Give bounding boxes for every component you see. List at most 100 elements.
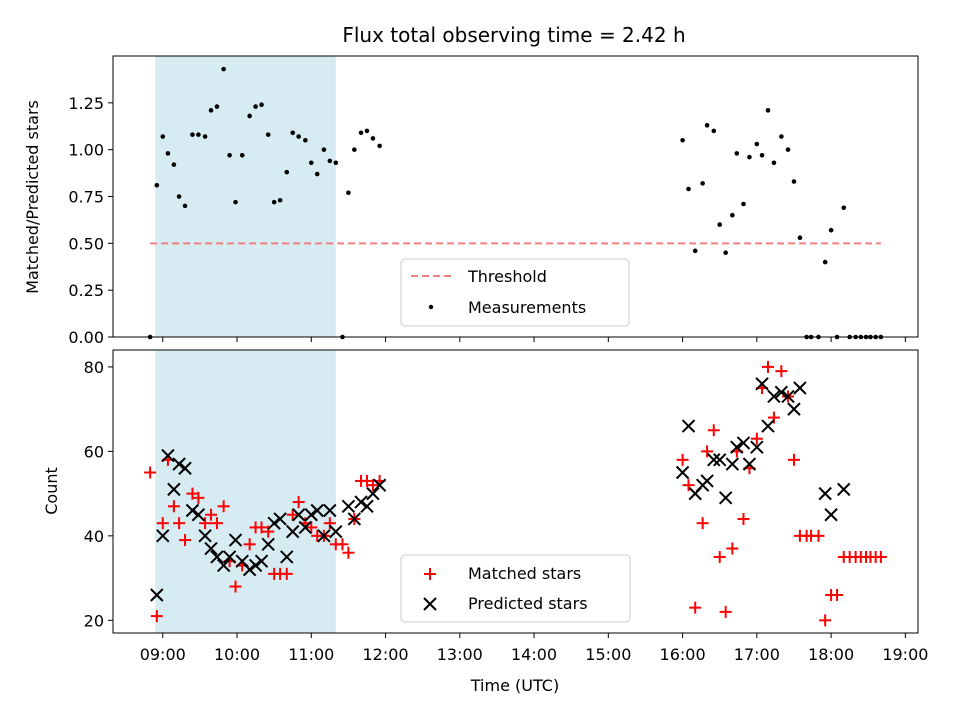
top-y-tick-label: 0.25 (68, 281, 104, 300)
matched-star-point (874, 550, 887, 563)
matched-star-point (682, 479, 695, 492)
measurement-point (765, 108, 771, 113)
matched-star-point (280, 567, 293, 580)
predicted-star-point (837, 482, 851, 497)
measurement-point (754, 141, 760, 147)
x-tick-label: 17:00 (734, 645, 780, 664)
measurement-point (358, 130, 364, 136)
measurement-point (759, 152, 765, 158)
measurement-point (723, 250, 728, 255)
matched-star-point (707, 424, 720, 437)
predicted-star-point (198, 529, 212, 543)
predicted-star-point (204, 541, 218, 556)
matched-star-point (173, 517, 186, 530)
matched-star-point (366, 479, 379, 492)
matched-star-point (713, 550, 726, 563)
measurement-point (346, 190, 351, 196)
measurement-point (190, 132, 195, 137)
bottom-y-tick-label: 40 (84, 527, 104, 546)
chart-title: Flux total observing time = 2.42 h (342, 23, 685, 47)
matched-star-point (205, 508, 218, 521)
measurement-point (284, 169, 290, 175)
matched-star-point (737, 512, 750, 525)
matched-star-point (305, 521, 318, 534)
matched-star-point (819, 614, 832, 627)
predicted-star-point (360, 499, 374, 513)
bottom-legend: Matched stars Predicted stars (400, 554, 631, 623)
predicted-star-point (761, 419, 775, 433)
predicted-star-point (681, 419, 696, 433)
predicted-star-point (172, 457, 186, 471)
predicted-star-point (767, 389, 781, 404)
measurement-point (265, 132, 271, 137)
measurement-point (717, 222, 723, 227)
x-tick-label: 16:00 (660, 645, 706, 664)
predicted-star-point (329, 524, 343, 539)
measurement-point (797, 235, 803, 241)
predicted-star-point (185, 503, 200, 518)
predicted-star-point (718, 491, 733, 505)
matched-star-point (179, 534, 192, 547)
predicted-star-point (750, 440, 764, 454)
predicted-star-point (824, 508, 838, 522)
predicted-star-point (713, 453, 727, 467)
predicted-star-point (261, 537, 275, 552)
predicted-star-point (286, 524, 300, 539)
measurement-point (741, 201, 746, 207)
matched-star-point (831, 588, 844, 601)
measurement-point (771, 160, 777, 166)
measurement-point (352, 147, 357, 152)
matched-star-point (719, 605, 732, 618)
top-y-tick-label: 0.50 (68, 234, 104, 253)
predicted-star-point (354, 495, 368, 509)
predicted-star-point (161, 448, 175, 463)
measurement-point (704, 123, 710, 128)
top-panel: 0.00 0.25 0.50 0.75 1.00 1.25 Matched/Predict… (23, 55, 919, 347)
matched-star-point (761, 360, 774, 373)
matched-star-point (750, 432, 763, 445)
measurement-point (364, 128, 370, 134)
matched-star-point (726, 542, 739, 555)
predicted-star-point (372, 478, 387, 492)
matched-star-point (696, 517, 709, 530)
predicted-star-point (317, 529, 331, 543)
measurement-point (290, 130, 296, 136)
measurement-point (730, 212, 735, 218)
legend-predicted-swatch (423, 597, 437, 611)
x-tick-label: 13:00 (437, 645, 483, 664)
measurement-point (247, 113, 252, 119)
predicted-star-point (725, 457, 740, 471)
measurement-point (233, 199, 238, 205)
measurement-point (202, 134, 208, 139)
top-legend: Threshold Measurements (400, 258, 630, 327)
predicted-star-point (267, 516, 281, 530)
measurement-point (308, 160, 314, 166)
matched-star-point (689, 601, 702, 614)
bottom-y-tick-label: 80 (84, 358, 104, 377)
predicted-star-point (167, 482, 181, 497)
predicted-star-point (730, 440, 744, 454)
predicted-star-point (675, 465, 690, 480)
predicted-star-point (818, 486, 832, 501)
measurement-point (165, 151, 171, 156)
measurement-point (253, 104, 258, 109)
bottom-y-axis-label: Count (42, 467, 61, 515)
predicted-star-point (156, 529, 170, 543)
predicted-star-point (254, 554, 269, 568)
top-shaded-interval (155, 56, 336, 337)
top-y-tick-label: 0.75 (68, 188, 104, 207)
predicted-star-point (310, 503, 324, 518)
measurement-point (182, 203, 188, 209)
matched-star-point (167, 500, 180, 513)
measurement-point (239, 152, 245, 158)
predicted-star-point (736, 436, 751, 450)
matched-star-point (262, 525, 275, 538)
legend-measurements-swatch (428, 304, 434, 310)
predicted-star-point (191, 508, 206, 522)
matched-star-point (210, 517, 223, 530)
bottom-shaded-interval (155, 350, 336, 633)
measurement-point (227, 152, 232, 158)
bottom-panel: 20 40 60 80 09:00 10:00 11:00 12:00 13:00 14:00 1… (42, 349, 928, 695)
matched-star-point (217, 500, 230, 513)
matched-star-point (229, 580, 242, 593)
